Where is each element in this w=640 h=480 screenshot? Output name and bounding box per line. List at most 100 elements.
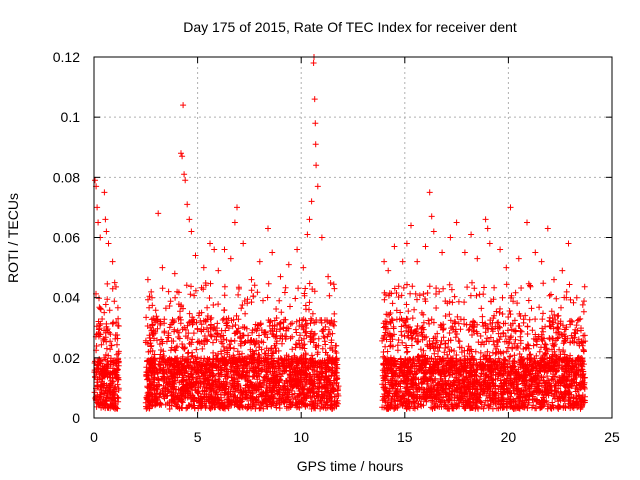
data-point [517,340,524,347]
data-point [408,363,415,370]
data-point [191,292,198,299]
data-point [310,332,317,338]
data-point [579,301,586,308]
data-point [112,335,119,342]
data-point [331,310,338,317]
data-point [579,377,586,384]
data-point [420,347,427,354]
data-point [170,362,177,369]
data-point [525,402,531,408]
data-point [576,342,583,349]
data-point [189,314,196,321]
data-point [188,365,195,372]
data-point [541,341,548,347]
data-point [224,403,231,410]
data-point [323,395,330,402]
data-point [418,352,425,359]
data-point [451,293,458,300]
data-point [178,404,185,411]
data-point [210,302,217,308]
data-point [269,399,275,406]
data-point [161,329,168,336]
data-point [578,327,584,334]
data-point [216,404,223,410]
data-point [115,348,122,355]
data-point [185,349,192,356]
data-point [497,383,503,390]
data-point [397,396,404,403]
data-point [94,361,101,368]
data-point [387,366,394,373]
data-point [327,381,334,388]
data-point [322,373,329,380]
data-point [328,394,335,401]
data-point [299,396,305,403]
data-point [189,336,196,343]
data-point [478,399,485,406]
data-point [148,342,155,349]
data-point [480,405,487,412]
data-point [538,363,545,370]
data-point [236,285,242,292]
data-point [269,350,276,357]
data-point [292,367,298,374]
data-point [107,346,114,353]
data-point [314,393,321,400]
data-point [178,378,185,385]
data-point [533,352,540,359]
data-point [197,383,204,390]
data-point [325,357,332,364]
data-point [278,309,285,316]
data-point [423,333,430,340]
data-point [426,283,433,290]
data-point [201,394,208,401]
data-point [153,313,160,320]
data-point [198,309,205,316]
data-point [190,364,196,371]
data-point [436,288,443,295]
data-point [333,379,340,386]
data-point [575,316,582,323]
data-point [563,324,570,331]
data-point [109,379,116,386]
data-point [226,341,233,348]
data-point [497,367,504,374]
data-point [214,331,221,338]
data-point [438,337,445,344]
data-point [261,396,268,403]
data-point [413,370,420,377]
data-point [111,298,118,305]
data-point [263,376,270,383]
data-point [93,368,100,375]
data-point [538,344,544,351]
data-point [414,404,421,411]
data-point [532,316,539,323]
data-point [509,365,516,372]
data-point [553,368,560,375]
data-point [465,343,472,350]
data-point [174,364,181,371]
data-point [395,373,402,380]
data-point [181,345,188,352]
data-point [485,357,492,364]
data-point [258,393,265,400]
data-point [95,318,102,325]
data-point [380,324,387,331]
data-point [177,308,183,315]
data-point [398,323,405,330]
data-point [479,319,486,326]
data-point [539,316,546,323]
data-point [310,339,317,346]
data-point [157,400,164,407]
data-point [415,353,422,360]
data-point [319,345,326,352]
data-point [461,387,468,394]
data-point [95,326,102,333]
data-point [418,309,425,316]
data-point [490,315,497,322]
data-point [151,317,158,324]
data-point [224,366,230,373]
data-point [307,334,314,341]
data-point [276,297,283,304]
data-point [172,294,179,301]
